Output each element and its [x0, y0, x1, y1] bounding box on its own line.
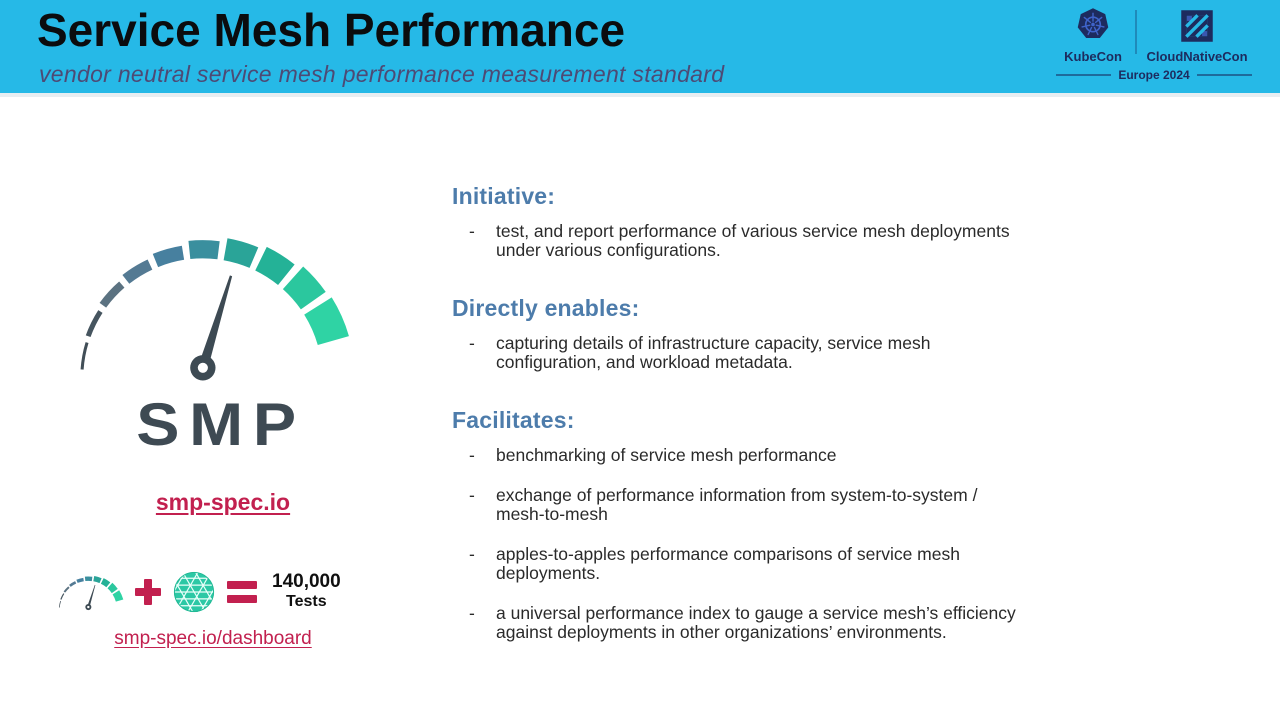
bullet-text: benchmarking of service mesh performance: [496, 445, 837, 465]
event-edition: Europe 2024: [1056, 68, 1252, 82]
bullet-dash: -: [469, 544, 475, 564]
section-directly-enables: Directly enables: - capturing details of…: [452, 295, 1026, 372]
tests-equation: 140,000 Tests: [58, 566, 350, 618]
list-item: - apples-to-apples performance compariso…: [452, 545, 1026, 583]
cloudnativecon-logo: CloudNativeCon: [1143, 6, 1251, 64]
smp-wordmark: SMP: [136, 391, 306, 458]
header-band: Service Mesh Performance vendor neutral …: [0, 0, 1280, 97]
cncf-square-icon: [1179, 8, 1215, 44]
bullet-dash: -: [469, 603, 475, 623]
tests-count-value: 140,000: [272, 571, 341, 593]
plus-icon: [135, 579, 161, 605]
bullet-dash: -: [469, 485, 475, 505]
bullet-dash: -: [469, 333, 475, 353]
list-item: - exchange of performance information fr…: [452, 486, 1026, 524]
bullet-text: exchange of performance information from…: [496, 485, 978, 524]
cloudnativecon-label: CloudNativeCon: [1146, 49, 1248, 64]
section-heading: Facilitates:: [452, 407, 575, 433]
bullet-text: test, and report performance of various …: [496, 221, 1010, 260]
dashboard-link[interactable]: smp-spec.io/dashboard: [114, 628, 312, 649]
event-badge: KubeCon CloudNativeCon Europe 2024: [1056, 6, 1252, 82]
smp-gauge-icon: [76, 230, 352, 384]
edition-rule-right: [1196, 74, 1252, 76]
bullet-text: apples-to-apples performance comparisons…: [496, 544, 960, 583]
content-column: Initiative: - test, and report performan…: [452, 183, 1026, 642]
kubecon-logo: KubeCon: [1057, 6, 1129, 64]
section-heading: Directly enables:: [452, 295, 640, 321]
list-item: - a universal performance index to gauge…: [452, 604, 1026, 642]
edition-rule-left: [1056, 74, 1112, 76]
section-heading: Initiative:: [452, 183, 556, 209]
bullet-text: a universal performance index to gauge a…: [496, 603, 1016, 642]
badge-divider: [1135, 10, 1137, 54]
bullet-dash: -: [469, 221, 475, 241]
section-facilitates: Facilitates: - benchmarking of service m…: [452, 407, 1026, 642]
list-item: - capturing details of infrastructure ca…: [452, 334, 1026, 372]
tests-count: 140,000 Tests: [272, 572, 341, 611]
list-item: - benchmarking of service mesh performan…: [452, 446, 1026, 465]
page-subtitle: vendor neutral service mesh performance …: [39, 61, 725, 87]
equals-icon: [227, 581, 257, 603]
kubecon-label: KubeCon: [1064, 49, 1122, 64]
mesh-circle-icon: [172, 570, 216, 614]
tests-count-unit: Tests: [286, 593, 327, 611]
kubernetes-wheel-icon: [1075, 6, 1111, 44]
bullet-text: capturing details of infrastructure capa…: [496, 333, 931, 372]
page-title: Service Mesh Performance: [37, 4, 626, 56]
section-initiative: Initiative: - test, and report performan…: [452, 183, 1026, 260]
bullet-dash: -: [469, 445, 475, 465]
smp-spec-link[interactable]: smp-spec.io: [155, 489, 291, 515]
edition-label: Europe 2024: [1118, 68, 1190, 82]
list-item: - test, and report performance of variou…: [452, 222, 1026, 260]
mini-gauge-icon: [58, 574, 124, 611]
